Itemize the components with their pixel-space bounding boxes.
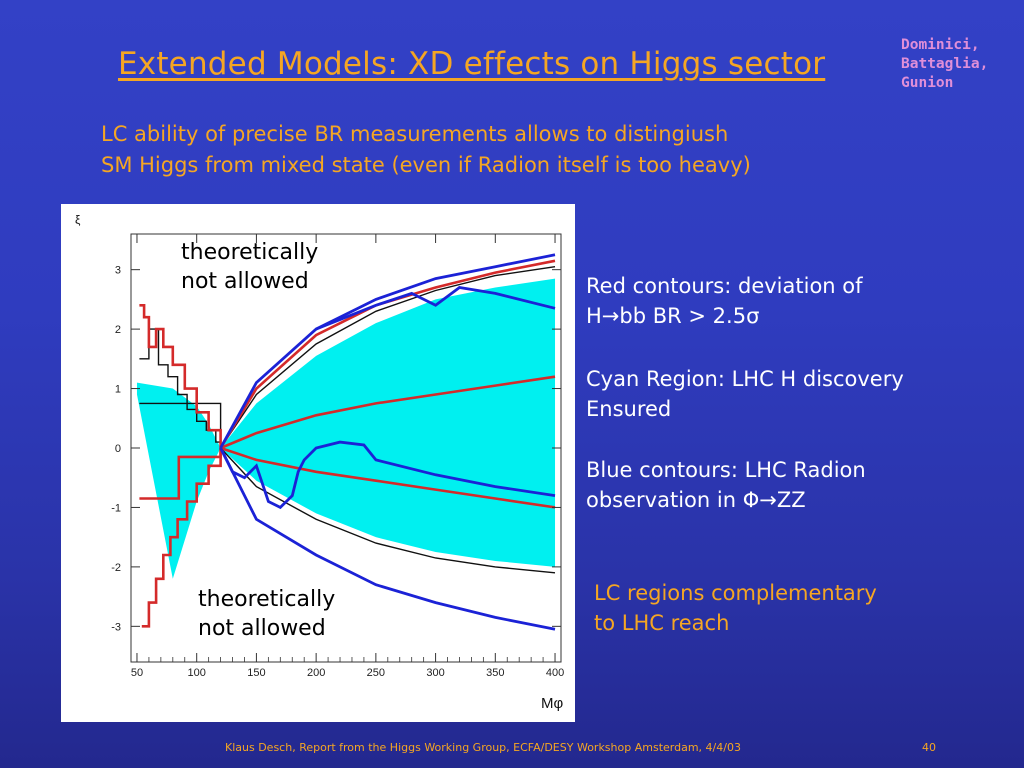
author-name: Battaglia, — [901, 56, 989, 72]
radion-exclusion-plot: 50 100 150 200 250 300 350 400 3 2 1 0 -1 -2 -3 Mφ ξ — [75, 213, 564, 712]
note-line: Blue contours: LHC Radion — [586, 458, 866, 482]
y-tick-label: -2 — [111, 562, 121, 574]
x-tick-label: 400 — [546, 667, 564, 679]
plot-panel: 50 100 150 200 250 300 350 400 3 2 1 0 -1 -2 -3 Mφ ξ the… — [61, 204, 575, 722]
red-contour-br-deviation — [220, 375, 556, 450]
annotation-line: not allowed — [198, 616, 326, 641]
y-axis-label: ξ — [75, 213, 81, 227]
note-line: observation in Φ→ZZ — [586, 488, 806, 512]
x-tick-label: 250 — [367, 667, 385, 679]
x-tick-label: 350 — [486, 667, 504, 679]
note-cyan-region: Cyan Region: LHC H discovery Ensured — [586, 364, 904, 424]
conclusion-line: LC regions complementary — [594, 581, 877, 605]
conclusion-text: LC regions complementary to LHC reach — [594, 578, 877, 638]
intro-line: LC ability of precise BR measurements al… — [101, 122, 729, 146]
y-tick-label: 0 — [115, 443, 121, 455]
note-line: Red contours: deviation of — [586, 274, 863, 298]
x-tick-label: 150 — [247, 667, 265, 679]
intro-text: LC ability of precise BR measurements al… — [101, 119, 941, 181]
footer-text: Klaus Desch, Report from the Higgs Worki… — [225, 741, 741, 754]
page-number: 40 — [922, 741, 936, 754]
red-contour-br-deviation — [220, 446, 556, 509]
slide-title: Extended Models: XD effects on Higgs sec… — [118, 46, 826, 82]
note-blue-contours: Blue contours: LHC Radion observation in… — [586, 455, 866, 515]
x-tick-label: 100 — [188, 667, 206, 679]
y-tick-label: 3 — [115, 265, 121, 277]
annotation-bottom: theoretically not allowed — [198, 585, 335, 643]
annotation-top: theoretically not allowed — [181, 238, 318, 296]
intro-line: SM Higgs from mixed state (even if Radio… — [101, 153, 751, 177]
y-tick-label: -3 — [111, 621, 121, 633]
x-tick-label: 50 — [131, 667, 143, 679]
red-contour-br-deviation — [139, 448, 222, 500]
y-tick-label: -1 — [111, 502, 121, 514]
red-contour-br-deviation — [141, 448, 222, 628]
y-tick-label: 1 — [115, 384, 121, 396]
x-axis-label: Mφ — [541, 695, 563, 712]
author-name: Gunion — [901, 75, 954, 91]
lhc-higgs-discovery-region — [136, 278, 556, 579]
annotation-line: theoretically — [198, 587, 336, 612]
red-contour-br-deviation — [139, 304, 222, 448]
annotation-line: theoretically — [181, 240, 319, 265]
blue-contour-radion-observation — [315, 286, 556, 331]
blue-contour-radion-observation — [219, 447, 556, 631]
note-line: Cyan Region: LHC H discovery — [586, 367, 904, 391]
note-red-contours: Red contours: deviation of H→bb BR > 2.5… — [586, 271, 863, 331]
blue-contour-radion-observation — [219, 253, 556, 449]
author-list: Dominici, Battaglia, Gunion — [901, 36, 988, 93]
note-line: Ensured — [586, 397, 672, 421]
author-name: Dominici, — [901, 37, 980, 53]
x-tick-label: 300 — [426, 667, 444, 679]
blue-contour-radion-observation — [219, 440, 556, 510]
y-tick-label: 2 — [115, 324, 121, 336]
conclusion-line: to LHC reach — [594, 611, 730, 635]
x-tick-label: 200 — [307, 667, 325, 679]
annotation-line: not allowed — [181, 269, 309, 294]
black-contour — [220, 266, 556, 449]
black-contour — [220, 447, 556, 574]
note-line: H→bb BR > 2.5σ — [586, 304, 760, 328]
